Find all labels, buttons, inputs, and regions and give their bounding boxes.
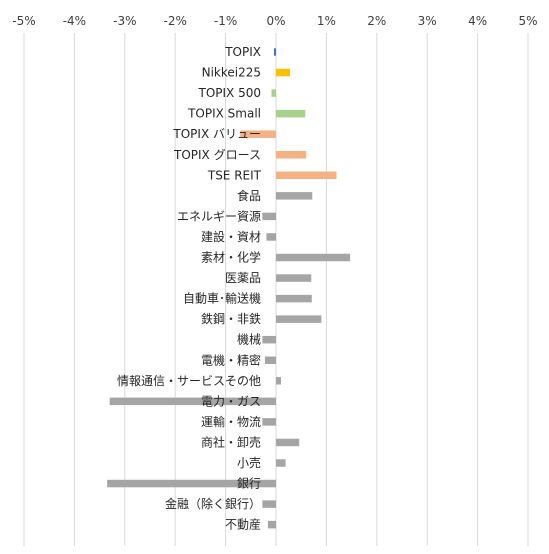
category-label: 建設・資材 xyxy=(201,229,261,244)
x-tick-label: 0% xyxy=(266,14,285,28)
category-label: 素材・化学 xyxy=(201,250,261,265)
category-label: TOPIX グロース xyxy=(173,148,261,162)
category-label: TOPIX 500 xyxy=(198,86,262,100)
bar xyxy=(276,274,312,282)
bar xyxy=(276,459,286,467)
x-tick-label: 3% xyxy=(418,14,437,28)
category-label: 商社・卸売 xyxy=(201,434,261,449)
category-label: Nikkei225 xyxy=(202,66,261,80)
category-label: TOPIX バリュー xyxy=(172,127,261,141)
bar xyxy=(271,89,276,97)
bar xyxy=(262,212,276,221)
x-tick-label: 5% xyxy=(518,14,537,28)
x-tick-label: -5% xyxy=(12,14,35,28)
category-label: TSE REIT xyxy=(207,168,262,182)
bar xyxy=(262,500,276,508)
bar xyxy=(262,335,276,344)
x-tick-label: -3% xyxy=(113,14,136,28)
bar xyxy=(262,418,276,426)
x-axis-ticks: -5% -4% -3% -2% -1% 0% 1% 2% 3% 4% 5% xyxy=(12,14,537,28)
bar xyxy=(276,171,337,180)
gridlines xyxy=(23,33,529,546)
x-tick-label: 1% xyxy=(317,14,336,28)
bar xyxy=(109,397,277,406)
category-label: 不動産 xyxy=(225,517,261,532)
category-label: TOPIX xyxy=(224,45,261,59)
bar xyxy=(276,109,306,118)
bar xyxy=(276,294,312,303)
x-tick-label: 4% xyxy=(468,14,487,28)
bar xyxy=(276,377,282,385)
category-label: 小売 xyxy=(237,455,261,470)
bar xyxy=(266,233,276,241)
category-label: TOPIX Small xyxy=(187,107,261,121)
x-tick-label: -1% xyxy=(214,14,237,28)
bar xyxy=(276,192,313,200)
category-label: 情報通信・サービスその他 xyxy=(117,374,261,388)
category-label: 自動車･輸送機 xyxy=(183,291,261,306)
category-label: エネルギー資源 xyxy=(177,209,261,223)
category-label: 鉄鋼・非鉄 xyxy=(201,311,261,326)
category-label: 金融（除く銀行） xyxy=(165,496,261,511)
category-label: 運輸・物流 xyxy=(201,414,261,429)
bar xyxy=(276,438,300,447)
x-tick-label: 2% xyxy=(367,14,386,28)
category-label: 銀行 xyxy=(237,477,261,491)
bar xyxy=(276,68,291,77)
bar xyxy=(267,520,276,529)
bar xyxy=(264,356,276,364)
category-label: 医薬品 xyxy=(225,271,261,285)
category-label: 食品 xyxy=(237,188,261,203)
x-tick-label: -2% xyxy=(164,14,187,28)
category-label: 機械 xyxy=(237,332,261,347)
bar xyxy=(276,151,307,159)
bar xyxy=(273,48,276,56)
bar xyxy=(276,253,351,262)
bars xyxy=(107,48,351,529)
category-label: 電機・精密 xyxy=(201,352,261,367)
bar xyxy=(107,479,276,488)
bar xyxy=(240,130,276,138)
category-label: 電力・ガス xyxy=(201,394,261,408)
bar xyxy=(276,315,322,323)
x-tick-label: -4% xyxy=(63,14,86,28)
category-labels: TOPIX Nikkei225 TOPIX 500 TOPIX Small TOPIX … xyxy=(117,45,262,532)
